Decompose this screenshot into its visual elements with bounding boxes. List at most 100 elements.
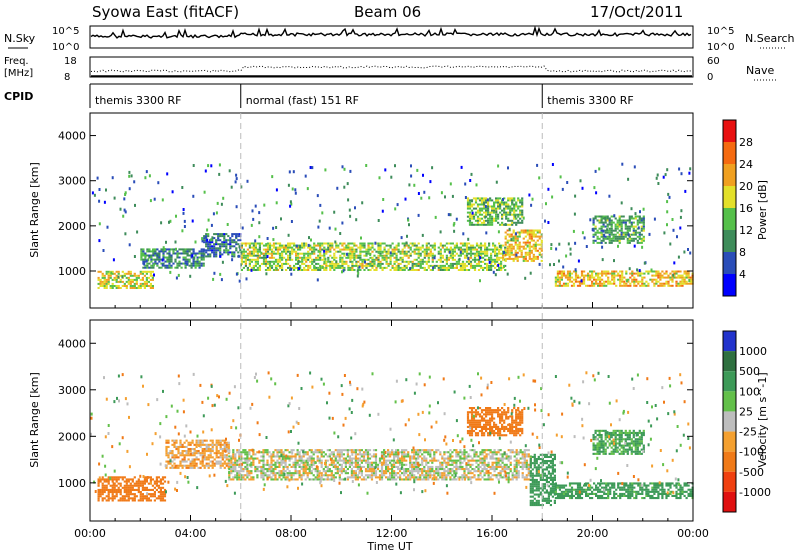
heatmap-cell	[447, 242, 450, 245]
heatmap-cell	[151, 287, 154, 289]
heatmap-cell	[254, 262, 257, 265]
heatmap-cell	[215, 452, 218, 455]
heatmap-cell	[129, 287, 132, 289]
heatmap-cell	[351, 269, 354, 271]
heatmap-cell	[115, 270, 118, 273]
heatmap-cell	[493, 211, 496, 214]
heatmap-cell	[657, 270, 660, 273]
heatmap-cell	[455, 478, 458, 481]
heatmap-cell	[604, 231, 607, 234]
heatmap-cell	[494, 250, 497, 253]
heatmap-cell	[178, 264, 181, 267]
heatmap-cell	[461, 451, 464, 454]
heatmap-cell	[381, 258, 384, 261]
heatmap-cell	[326, 459, 329, 462]
heatmap-cell	[431, 468, 434, 471]
heatmap-cell	[618, 239, 621, 242]
heatmap-cell	[407, 254, 410, 257]
heatmap-cell	[516, 239, 519, 242]
heatmap-cell	[528, 193, 531, 197]
heatmap-cell	[459, 266, 462, 269]
heatmap-cell	[260, 256, 264, 259]
heatmap-cell	[518, 255, 521, 258]
heatmap-cell	[149, 285, 152, 287]
heatmap-cell	[304, 472, 307, 475]
heatmap-cell	[603, 234, 606, 238]
heatmap-cell	[183, 456, 186, 459]
heatmap-cell	[636, 241, 639, 244]
heatmap-cell	[289, 258, 292, 261]
heatmap-cell	[167, 452, 170, 455]
heatmap-cell	[274, 260, 278, 263]
heatmap-cell	[453, 459, 456, 462]
heatmap-cell	[393, 463, 396, 466]
heatmap-cell	[97, 484, 100, 487]
heatmap-cell	[345, 244, 348, 247]
heatmap-cell	[390, 175, 393, 179]
heatmap-cell	[480, 207, 484, 210]
heatmap-cell	[169, 466, 172, 469]
heatmap-cell	[417, 476, 420, 479]
heatmap-cell	[189, 441, 192, 444]
heatmap-cell	[236, 474, 239, 477]
heatmap-cell	[521, 221, 524, 224]
heatmap-cell	[455, 468, 458, 471]
heatmap-cell	[232, 453, 235, 456]
heatmap-cell	[381, 266, 384, 269]
heatmap-cell	[611, 276, 614, 279]
heatmap-cell	[513, 205, 516, 208]
heatmap-cell	[578, 284, 582, 287]
heatmap-cell	[287, 246, 290, 249]
heatmap-cell	[244, 264, 247, 267]
heatmap-cell	[505, 211, 508, 214]
heatmap-cell	[225, 456, 228, 459]
nave-series	[90, 65, 692, 73]
heatmap-cell	[490, 264, 493, 267]
heatmap-cell	[427, 478, 430, 481]
heatmap-cell	[179, 452, 182, 455]
heatmap-cell	[389, 258, 392, 261]
heatmap-cell	[195, 462, 198, 465]
heatmap-cell	[486, 258, 489, 261]
heatmap-cell	[463, 470, 466, 473]
heatmap-cell	[365, 266, 368, 269]
heatmap-cell	[634, 229, 637, 232]
heatmap-cell	[143, 287, 146, 289]
heatmap-cell	[395, 264, 398, 267]
heatmap-cell	[109, 484, 112, 487]
heatmap-cell	[215, 239, 218, 242]
heatmap-cell	[225, 441, 228, 444]
heatmap-cell	[225, 445, 228, 448]
heatmap-cell	[620, 201, 623, 205]
heatmap-cell	[379, 266, 382, 269]
heatmap-cell	[653, 284, 656, 287]
heatmap-cell	[500, 264, 503, 267]
heatmap-cell	[409, 463, 412, 466]
heatmap-cell	[319, 244, 322, 247]
heatmap-cell	[246, 455, 249, 458]
heatmap-cell	[509, 223, 512, 226]
heatmap-cell	[176, 262, 179, 265]
heatmap-cell	[262, 459, 265, 462]
heatmap-cell	[264, 269, 268, 271]
heatmap-cell	[528, 251, 531, 254]
heatmap-cell	[637, 272, 640, 275]
heatmap-cell	[341, 262, 344, 265]
heatmap-cell	[634, 233, 637, 236]
heatmap-cell	[395, 472, 398, 475]
heatmap-cell	[219, 243, 222, 246]
heatmap-cell	[329, 264, 332, 267]
heatmap-cell	[356, 463, 359, 466]
heatmap-cell	[393, 266, 396, 269]
heatmap-cell	[377, 258, 380, 261]
heatmap-cell	[129, 274, 132, 277]
heatmap-cell	[453, 461, 456, 464]
heatmap-cell	[203, 454, 206, 457]
heatmap-cell	[227, 235, 230, 238]
heatmap-cell	[245, 277, 248, 281]
heatmap-cell	[111, 278, 114, 281]
heatmap-cell	[391, 470, 394, 473]
heatmap-cell	[449, 476, 452, 479]
heatmap-cell	[264, 474, 267, 477]
heatmap-cell	[401, 463, 404, 466]
